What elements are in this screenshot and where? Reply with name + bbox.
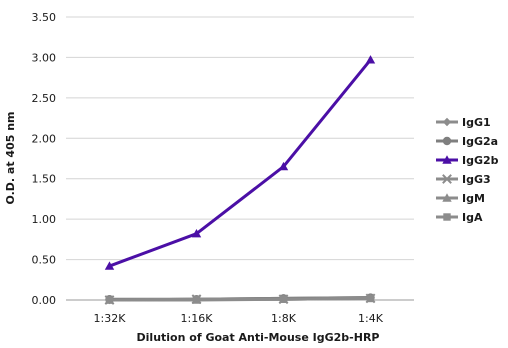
data-point [365,55,376,64]
legend-marker [442,117,452,127]
data-point [278,161,289,171]
x-tick-label: 1:16K [181,312,214,325]
series-line [109,296,371,302]
y-tick-label: 3.00 [32,51,57,64]
legend-label: IgG3 [462,173,491,186]
data-point [192,295,201,303]
x-tick-label: 1:8K [271,312,297,325]
y-tick-label: 0.50 [32,254,57,267]
y-tick-label: 2.50 [32,92,57,105]
y-tick-label: 1.00 [32,213,57,226]
legend-marker [443,213,451,221]
legend-marker [442,193,452,202]
x-tick-labels: 1:32K 1:16K 1:8K 1:4K [94,312,384,325]
legend-item-igg2b: IgG2b [436,154,499,167]
y-axis-title: O.D. at 405 nm [4,111,17,204]
y-tick-label: 0.00 [32,294,57,307]
y-tick-label: 3.50 [32,11,57,24]
legend-label: IgG1 [462,116,491,129]
plot-area [104,55,376,305]
series-iga [105,294,375,304]
data-point [191,228,202,238]
data-point [366,294,375,303]
legend-item-igg1: IgG1 [436,116,491,129]
series-igg2b [104,55,376,270]
legend-item-igg3: IgG3 [436,173,491,186]
legend-marker [442,174,452,184]
data-point [104,261,115,270]
y-tick-label: 2.00 [32,132,57,145]
series-line [108,58,372,268]
y-tick-label: 1.50 [32,173,57,186]
legend-label: IgM [462,192,485,205]
data-point [279,295,288,303]
gridlines [66,16,414,301]
x-tick-label: 1:4K [358,312,384,325]
legend-label: IgG2a [462,135,498,148]
legend: IgG1 IgG2a IgG2b IgG3 IgM IgA [436,116,499,224]
x-axis-title: Dilution of Goat Anti-Mouse IgG2b-HRP [137,331,380,344]
legend-marker [442,155,452,164]
y-tick-labels: 0.00 0.50 1.00 1.50 2.00 2.50 3.00 3.50 [32,11,57,307]
legend-marker [442,136,452,146]
legend-item-igm: IgM [436,192,485,205]
legend-label: IgG2b [462,154,499,167]
legend-item-igg2a: IgG2a [436,135,498,148]
legend-item-iga: IgA [436,211,483,224]
data-point [105,296,114,304]
legend-label: IgA [462,211,483,224]
x-tick-label: 1:32K [94,312,127,325]
